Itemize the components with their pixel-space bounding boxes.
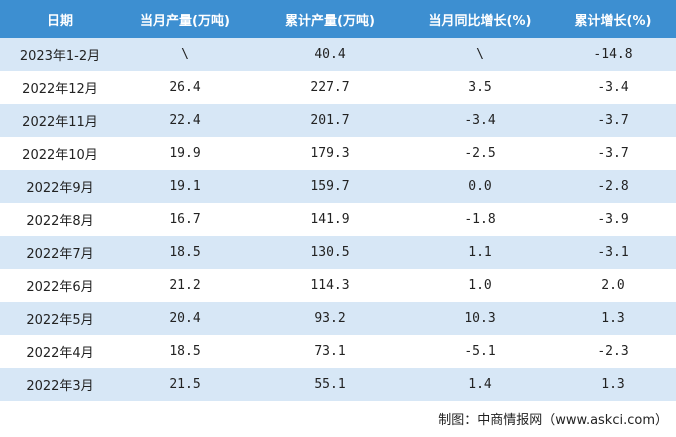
table-cell: 22.4	[120, 104, 250, 137]
table-cell: -5.1	[410, 335, 550, 368]
table-row: 2023年1-2月 \ 40.4 \ -14.8	[0, 38, 676, 71]
table-cell: -3.4	[550, 71, 676, 104]
table-cell: 2022年6月	[0, 269, 120, 302]
table-cell: 1.3	[550, 302, 676, 335]
table-cell: 201.7	[250, 104, 410, 137]
table-row: 2022年8月 16.7 141.9 -1.8 -3.9	[0, 203, 676, 236]
table-row: 2022年12月 26.4 227.7 3.5 -3.4	[0, 71, 676, 104]
table-cell: 73.1	[250, 335, 410, 368]
table-cell: -2.5	[410, 137, 550, 170]
table-row: 2022年7月 18.5 130.5 1.1 -3.1	[0, 236, 676, 269]
header-row: 日期 当月产量(万吨) 累计产量(万吨) 当月同比增长(%) 累计增长(%)	[0, 0, 676, 38]
header-cell: 当月产量(万吨)	[120, 0, 250, 38]
table-cell: 21.5	[120, 368, 250, 401]
table-row: 2022年5月 20.4 93.2 10.3 1.3	[0, 302, 676, 335]
table-cell: 2022年11月	[0, 104, 120, 137]
table-cell: -14.8	[550, 38, 676, 71]
table-cell: 19.1	[120, 170, 250, 203]
table-cell: 2022年3月	[0, 368, 120, 401]
table-cell: 2022年9月	[0, 170, 120, 203]
table-cell: 1.3	[550, 368, 676, 401]
table-cell: 18.5	[120, 335, 250, 368]
table-cell: 26.4	[120, 71, 250, 104]
table-cell: 3.5	[410, 71, 550, 104]
table-cell: 55.1	[250, 368, 410, 401]
table-cell: 21.2	[120, 269, 250, 302]
table-cell: 10.3	[410, 302, 550, 335]
table-cell: 130.5	[250, 236, 410, 269]
table-cell: 93.2	[250, 302, 410, 335]
table-cell: -3.1	[550, 236, 676, 269]
table-cell: 114.3	[250, 269, 410, 302]
table-cell: -3.7	[550, 104, 676, 137]
table-cell: -2.8	[550, 170, 676, 203]
table-cell: 1.4	[410, 368, 550, 401]
table-cell: 2022年5月	[0, 302, 120, 335]
table-cell: 159.7	[250, 170, 410, 203]
table-cell: 0.0	[410, 170, 550, 203]
table-cell: -3.7	[550, 137, 676, 170]
table-cell: 19.9	[120, 137, 250, 170]
data-table: 日期 当月产量(万吨) 累计产量(万吨) 当月同比增长(%) 累计增长(%) 2023年…	[0, 0, 676, 401]
table-row: 2022年9月 19.1 159.7 0.0 -2.8	[0, 170, 676, 203]
table-cell: 2022年8月	[0, 203, 120, 236]
table-cell: 227.7	[250, 71, 410, 104]
table-cell: \	[410, 38, 550, 71]
header-cell: 累计产量(万吨)	[250, 0, 410, 38]
table-body: 2023年1-2月 \ 40.4 \ -14.8 2022年12月 26.4 227.7 3.5…	[0, 38, 676, 401]
table-cell: 2022年4月	[0, 335, 120, 368]
header-cell: 当月同比增长(%)	[410, 0, 550, 38]
table-cell: \	[120, 38, 250, 71]
header-cell: 日期	[0, 0, 120, 38]
table-cell: 1.0	[410, 269, 550, 302]
table-cell: 16.7	[120, 203, 250, 236]
table-cell: 40.4	[250, 38, 410, 71]
table-row: 2022年10月 19.9 179.3 -2.5 -3.7	[0, 137, 676, 170]
table-cell: 1.1	[410, 236, 550, 269]
table-cell: 2022年12月	[0, 71, 120, 104]
table-cell: -3.4	[410, 104, 550, 137]
table-row: 2022年6月 21.2 114.3 1.0 2.0	[0, 269, 676, 302]
table-cell: -1.8	[410, 203, 550, 236]
table-cell: 179.3	[250, 137, 410, 170]
table-cell: 20.4	[120, 302, 250, 335]
table-cell: 2.0	[550, 269, 676, 302]
table-cell: 2022年10月	[0, 137, 120, 170]
table-cell: 2023年1-2月	[0, 38, 120, 71]
table-cell: -3.9	[550, 203, 676, 236]
header-cell: 累计增长(%)	[550, 0, 676, 38]
footer: 制图：中商情报网（www.askci.com）	[438, 413, 668, 428]
table-cell: -2.3	[550, 335, 676, 368]
table-cell: 141.9	[250, 203, 410, 236]
table-row: 2022年11月 22.4 201.7 -3.4 -3.7	[0, 104, 676, 137]
table-row: 2022年4月 18.5 73.1 -5.1 -2.3	[0, 335, 676, 368]
table-cell: 2022年7月	[0, 236, 120, 269]
table-cell: 18.5	[120, 236, 250, 269]
table-row: 2022年3月 21.5 55.1 1.4 1.3	[0, 368, 676, 401]
